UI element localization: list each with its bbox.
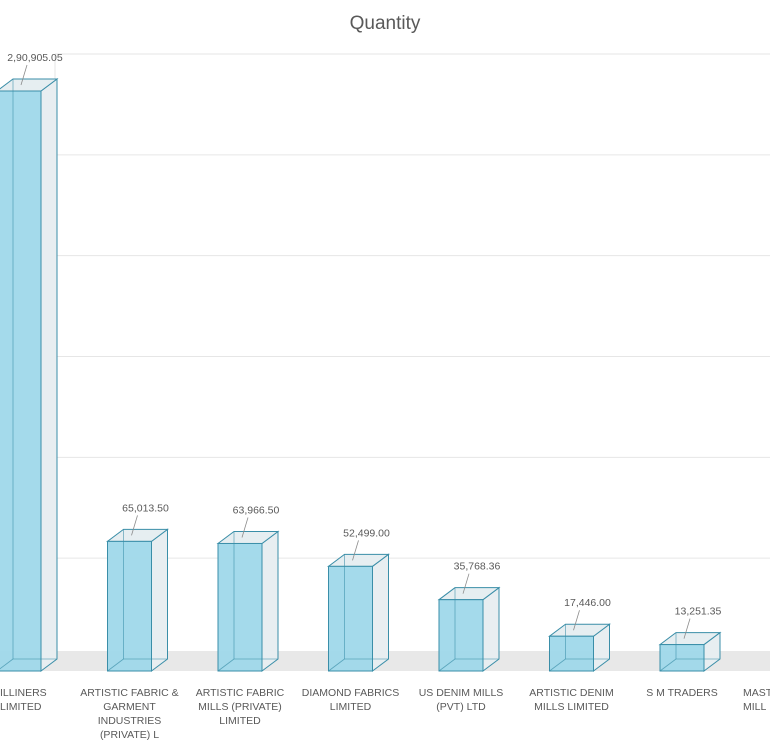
bar-inner-edge (217, 658, 235, 672)
bar-side (151, 528, 168, 672)
data-label: 35,768.36 (454, 561, 501, 573)
data-label: 2,90,905.05 (7, 52, 63, 64)
gridlines (54, 53, 770, 660)
data-label: 65,013.50 (122, 502, 169, 514)
bar-inner-edge (107, 658, 124, 672)
category-label: ARTISTIC FABRIC MILLS (PRIVATE) LIMITED (195, 687, 285, 727)
chart-title: Quantity (350, 13, 421, 34)
category-label: ARTISTIC FABRIC & GARMENT INDUSTRIES (PRIVA… (80, 687, 179, 741)
bar-front (438, 599, 484, 672)
bar-inner-edge (549, 658, 566, 672)
bar-inner-edge (659, 658, 677, 672)
category-label: US DENIM MILLS (PVT) LTD (418, 687, 504, 713)
bar (658, 631, 722, 672)
bar (106, 528, 169, 672)
bar-inner-edge (0, 658, 14, 670)
bar (0, 78, 59, 672)
data-label: 17,446.00 (564, 597, 611, 609)
bar-inner-edge (328, 658, 345, 672)
data-label: 63,966.50 (233, 504, 280, 516)
bar-front (659, 644, 705, 672)
leader-line (683, 618, 691, 639)
data-label: 52,499.00 (343, 527, 390, 539)
bar-side (40, 78, 58, 672)
bars (0, 78, 722, 672)
data-label: 13,251.35 (675, 606, 722, 618)
bar (327, 553, 390, 672)
category-label: ARTISTIC DENIM MILLS LIMITED (529, 687, 614, 713)
leader-line (352, 540, 359, 561)
bar-front (328, 565, 373, 672)
category-label: DIAMOND FABRICS LIMITED (301, 687, 400, 713)
bar (437, 586, 501, 672)
bar-side (261, 530, 279, 672)
leader-line (241, 517, 249, 538)
bar-front (0, 90, 42, 672)
category-label: MAST MILL (743, 687, 770, 713)
bar-front (217, 542, 263, 672)
leader-line (131, 515, 138, 536)
leader-line (462, 573, 470, 594)
bar-front (107, 540, 152, 672)
data-labels: 2,90,905.05 65,013.50 63,966.50 52,499.00 35… (7, 52, 722, 639)
category-label: ILLINERS LIMITED (0, 687, 47, 713)
bar (548, 623, 611, 672)
category-label: S M TRADERS (646, 687, 718, 699)
bar-side (482, 586, 500, 672)
leader-line (20, 64, 28, 86)
leader-line (573, 610, 580, 631)
bar-side (372, 553, 389, 672)
bar-inner-edge (438, 658, 456, 672)
bar (216, 530, 280, 672)
